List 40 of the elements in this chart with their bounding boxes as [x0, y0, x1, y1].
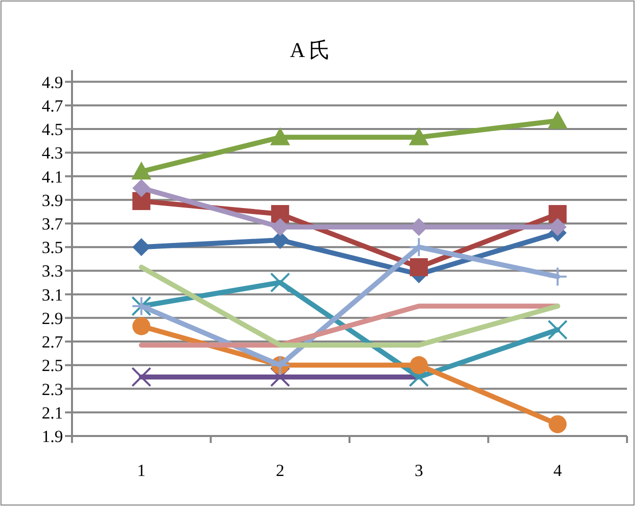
- y-tick-label: 3.5: [42, 238, 63, 258]
- point: [548, 415, 567, 434]
- y-tick-label: 3.3: [42, 262, 63, 281]
- chart-title: A 氏: [290, 38, 330, 62]
- y-tick-label: 2.7: [42, 332, 64, 352]
- y-tick-label: 4.1: [42, 167, 63, 186]
- point: [408, 237, 429, 258]
- x-tick-label: 4: [553, 461, 562, 480]
- point: [270, 127, 290, 146]
- point: [548, 110, 568, 129]
- y-tick-label: 4.5: [42, 120, 63, 140]
- y-tick-label: 4.3: [42, 144, 63, 163]
- y-tick-label: 3.9: [42, 190, 63, 210]
- point: [270, 272, 290, 293]
- point: [548, 266, 568, 287]
- y-tick-label: 3.1: [42, 285, 63, 304]
- point: [410, 356, 428, 374]
- y-tick-label: 2.5: [42, 356, 63, 376]
- y-tick-label: 2.3: [42, 380, 63, 399]
- x-tick-label: 3: [414, 461, 424, 480]
- point: [270, 366, 290, 387]
- point: [131, 366, 152, 387]
- y-tick-label: 3.7: [42, 214, 64, 234]
- x-tick-label: 2: [276, 461, 284, 480]
- point: [132, 179, 150, 198]
- x-tick-label: 1: [137, 461, 146, 480]
- point: [131, 162, 152, 180]
- point: [132, 192, 150, 210]
- point: [408, 127, 429, 146]
- y-tick-label: 4.9: [42, 72, 63, 92]
- point: [410, 258, 428, 276]
- y-tick-label: 2.1: [42, 403, 63, 422]
- y-tick-label: 1.9: [42, 427, 63, 446]
- y-tick-label: 4.7: [42, 96, 64, 116]
- point: [548, 320, 568, 340]
- point: [271, 205, 290, 224]
- point: [548, 205, 567, 224]
- point: [132, 317, 150, 336]
- y-tick-label: 2.9: [42, 308, 63, 328]
- point: [132, 238, 150, 256]
